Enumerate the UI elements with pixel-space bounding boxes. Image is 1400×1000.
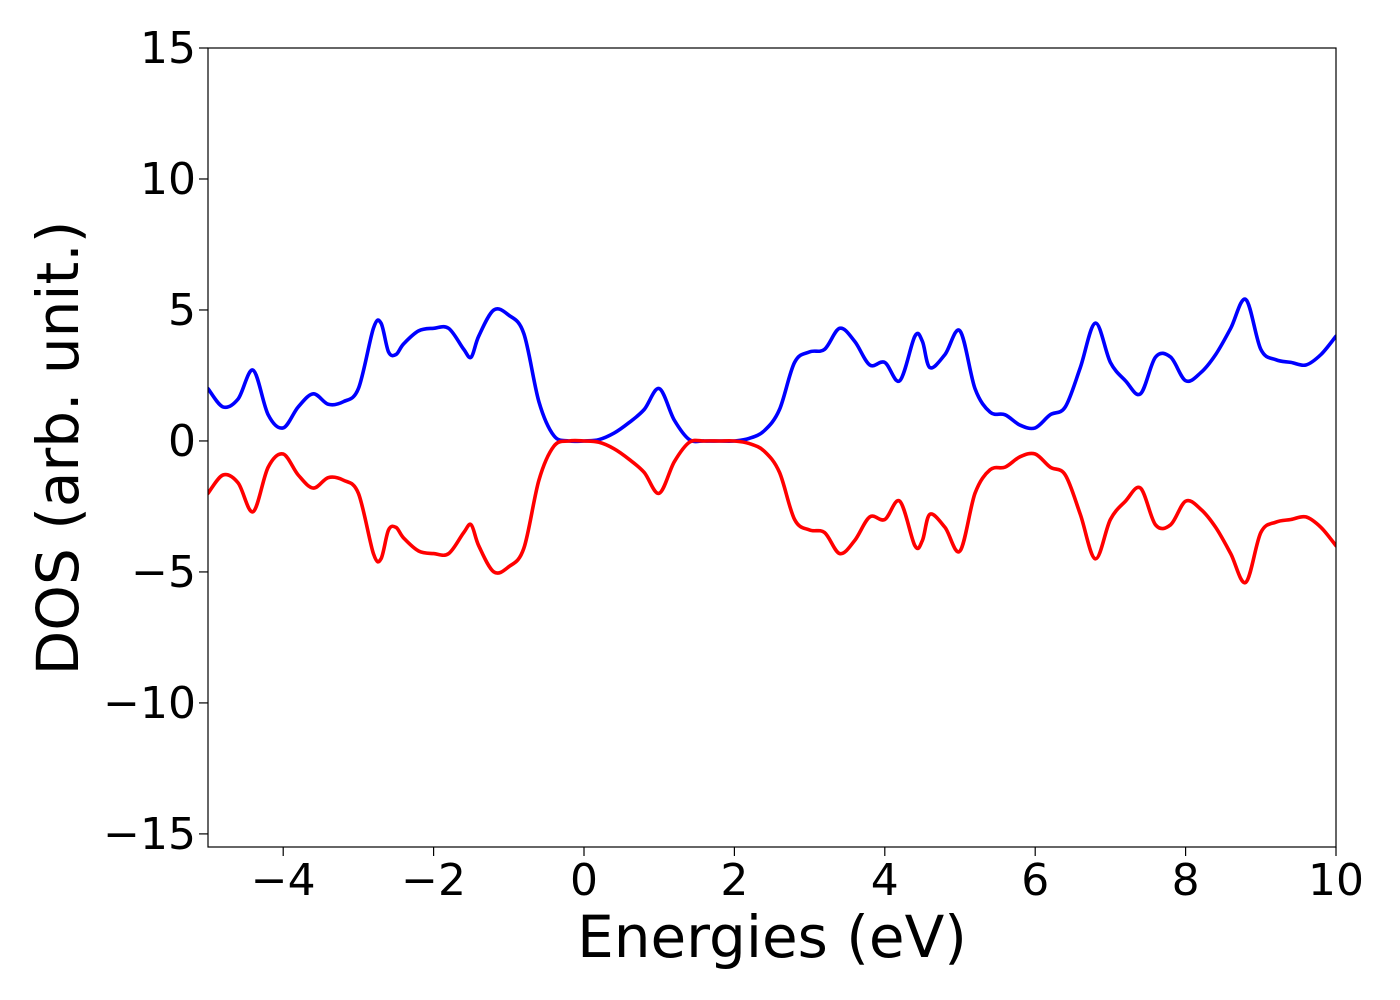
y-axis-ticks: −15 −10 −5 0 5 10 15	[103, 23, 208, 860]
x-axis-ticks: −4 −2 0 2 4 6 8 10	[251, 847, 1364, 906]
y-tick-label: −5	[131, 547, 196, 598]
x-tick-label: 4	[871, 855, 899, 906]
y-tick-label: −10	[103, 678, 196, 729]
x-tick-label: −4	[251, 855, 316, 906]
plot-frame	[207, 47, 1337, 848]
x-tick-label: 8	[1172, 855, 1200, 906]
x-axis-label: Energies (eV)	[577, 903, 967, 971]
y-tick-label: 0	[168, 416, 196, 467]
dos-series-line-2	[208, 438, 1336, 585]
y-tick-label: −15	[103, 809, 196, 860]
y-tick-label: 15	[140, 23, 196, 74]
x-tick-label: 6	[1021, 855, 1049, 906]
x-tick-label: 10	[1308, 855, 1364, 906]
y-tick-label: 10	[140, 154, 196, 205]
y-tick-label: 5	[168, 285, 196, 336]
series-layer	[208, 297, 1336, 585]
x-tick-label: 0	[570, 855, 598, 906]
dos-series-line-1	[208, 297, 1336, 444]
x-tick-label: −2	[401, 855, 466, 906]
x-tick-label: 2	[720, 855, 748, 906]
plot-area	[207, 47, 1337, 848]
y-axis-label: DOS (arb. unit.)	[24, 221, 92, 676]
